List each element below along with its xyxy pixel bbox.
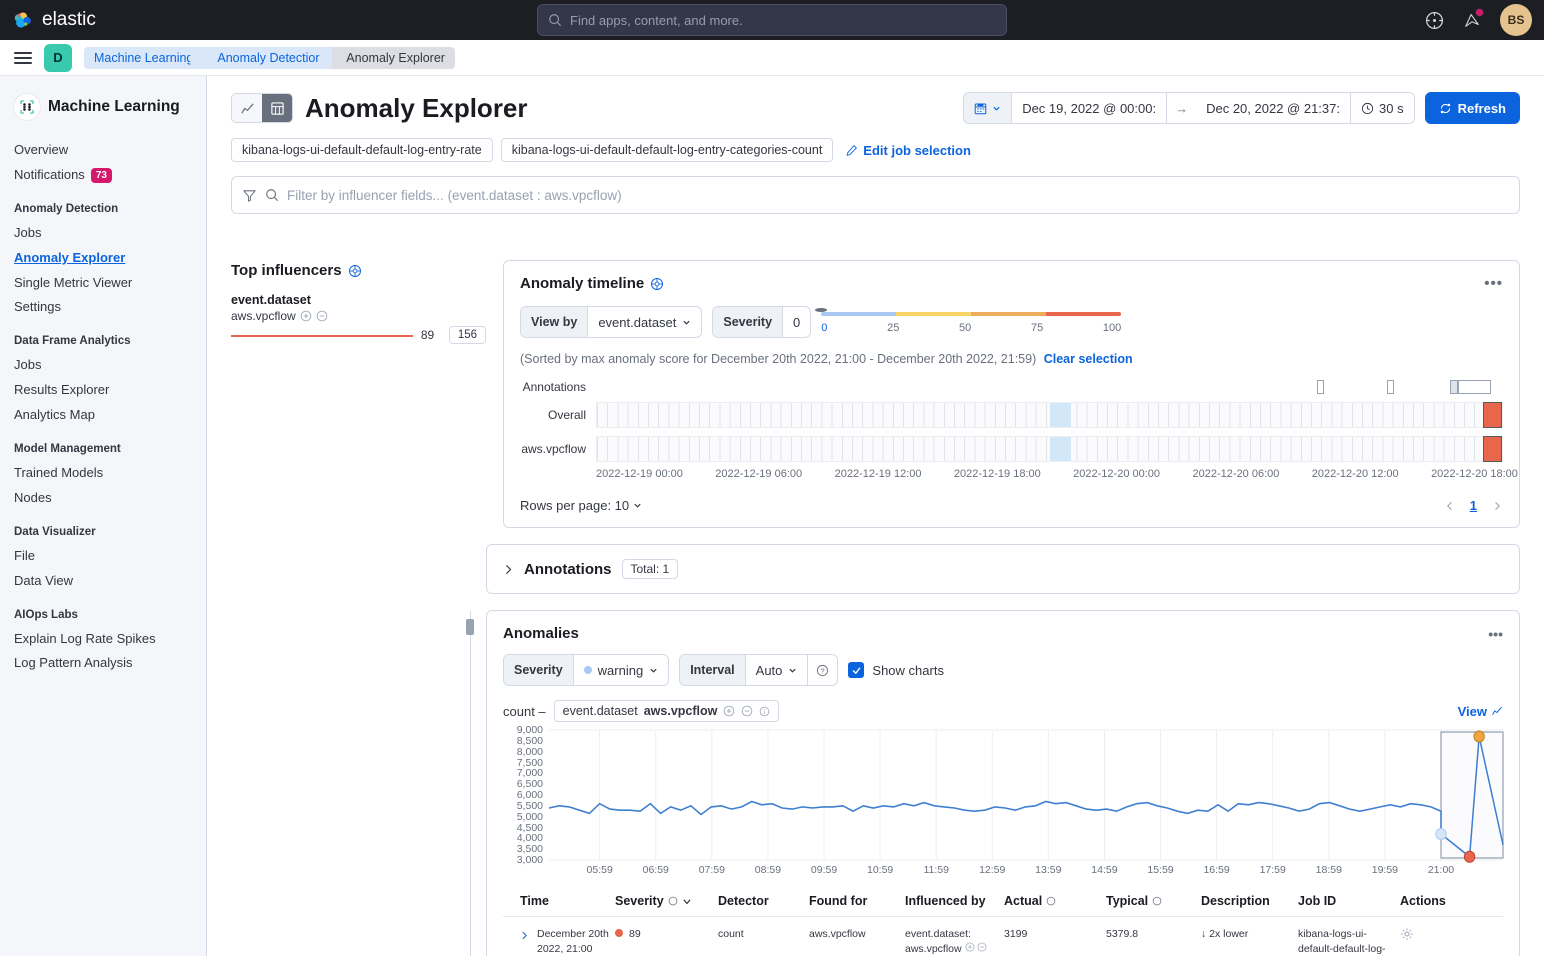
svg-text:i: i (764, 708, 765, 715)
svg-text:?: ? (821, 666, 825, 675)
